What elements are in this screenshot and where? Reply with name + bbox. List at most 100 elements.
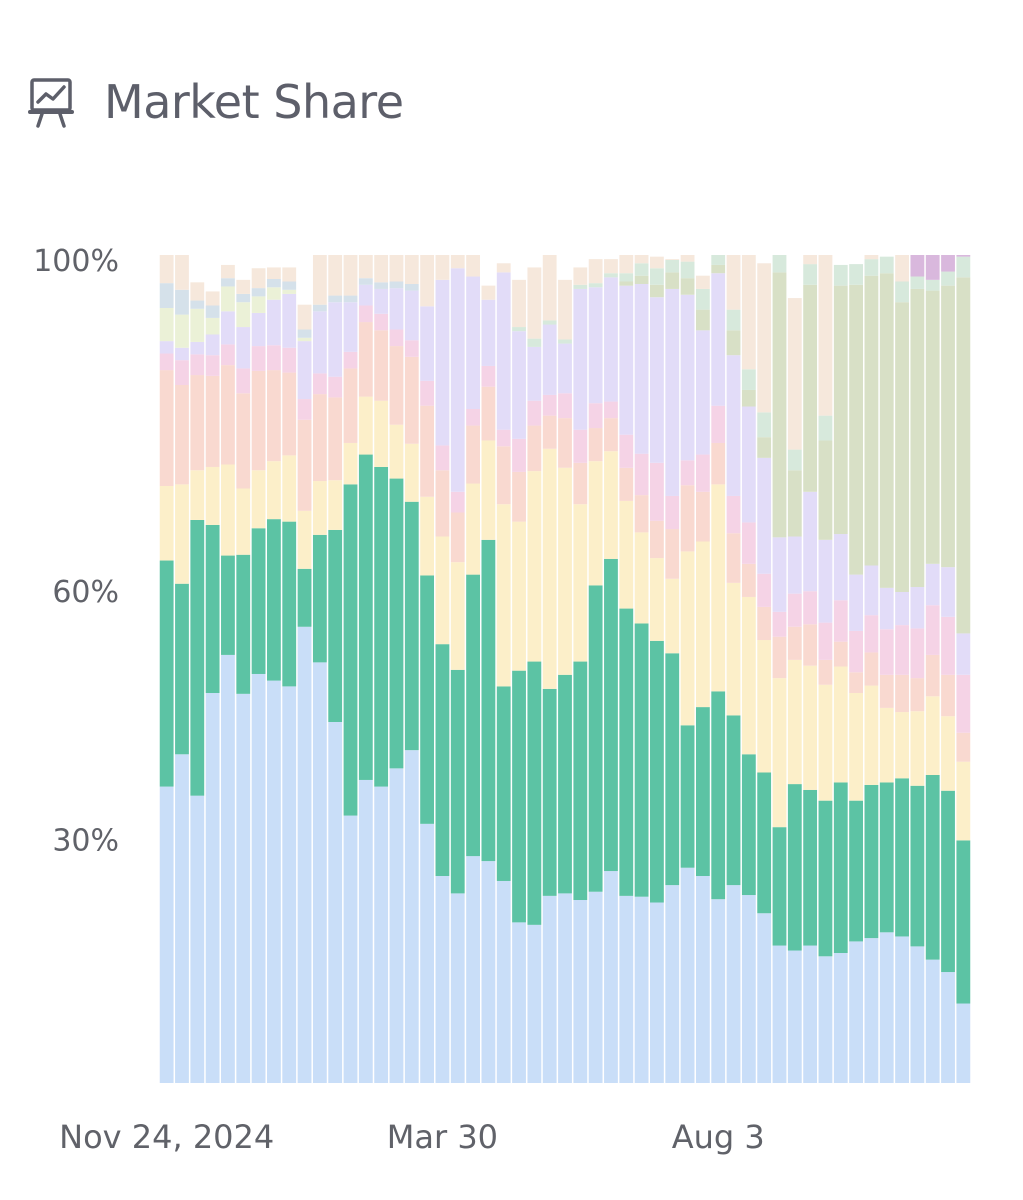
bar-segment xyxy=(864,652,879,686)
bar-segment xyxy=(343,302,358,352)
bar-segment xyxy=(604,418,618,452)
bar-segment xyxy=(910,288,925,588)
bar-segment xyxy=(450,893,465,1083)
bar-segment xyxy=(328,529,343,722)
bar-segment xyxy=(466,425,480,484)
bar-segment xyxy=(803,789,818,946)
bar-segment xyxy=(925,255,940,280)
bar-segment xyxy=(818,622,833,660)
bar-segment xyxy=(803,284,818,492)
bar-segment xyxy=(619,467,634,501)
bar-segment xyxy=(297,568,312,627)
bar-segment xyxy=(374,786,389,1083)
bar-segment xyxy=(282,686,297,1083)
bar-segment xyxy=(542,895,557,1083)
bar-segment xyxy=(757,457,772,574)
bar-segment xyxy=(404,255,419,284)
bar-segment xyxy=(619,255,634,274)
bar-segment xyxy=(175,484,189,584)
bar-segment xyxy=(803,624,818,666)
bar-segment xyxy=(159,370,174,487)
bar-segment xyxy=(466,483,480,575)
bar-segment xyxy=(803,255,818,265)
bar-segment xyxy=(466,255,480,277)
bar-segment xyxy=(941,285,955,568)
bar-segment xyxy=(895,778,909,937)
bar-segment xyxy=(849,264,863,285)
bar-segment xyxy=(711,255,726,265)
bar-segment xyxy=(374,466,389,787)
bar-segment xyxy=(374,330,389,401)
bar-segment xyxy=(803,591,818,625)
bar-segment xyxy=(236,693,251,1083)
bar-segment xyxy=(159,486,174,561)
bar-segment xyxy=(205,355,220,376)
y-tick-label: 30% xyxy=(52,824,119,859)
bar-segment xyxy=(941,716,955,791)
bar-segment xyxy=(573,504,588,662)
bar-segment xyxy=(312,255,327,305)
bar-segment xyxy=(726,330,741,356)
y-tick-label: 100% xyxy=(33,244,119,279)
bar-segment xyxy=(741,522,756,564)
bar-segment xyxy=(527,661,542,925)
bar-segment xyxy=(328,397,343,481)
bar-segment xyxy=(312,373,327,395)
bar-segment xyxy=(588,428,603,462)
bar-segment xyxy=(496,272,511,430)
bar-segment xyxy=(956,277,971,634)
bar-segment xyxy=(542,688,557,896)
bar-segment xyxy=(634,532,649,624)
bar-segment xyxy=(650,297,664,463)
bar-segment xyxy=(221,344,235,366)
bar-segment xyxy=(726,885,741,1083)
bar-segment xyxy=(450,669,465,894)
bar-segment xyxy=(741,406,756,523)
bar-segment xyxy=(726,309,741,331)
bar-segment xyxy=(175,385,189,485)
bar-segment xyxy=(175,289,189,315)
bar-segment xyxy=(956,1003,971,1083)
bar-segment xyxy=(619,273,634,282)
bar-segment xyxy=(236,293,251,303)
bar-segment xyxy=(787,659,802,785)
bar-segment xyxy=(787,593,802,627)
bar-segment xyxy=(312,481,327,535)
bar-segment xyxy=(343,295,358,303)
bar-segment xyxy=(695,454,710,492)
bar-segment xyxy=(175,754,189,1083)
bar-segment xyxy=(389,255,404,282)
bar-segment xyxy=(481,365,496,387)
bar-segment xyxy=(818,440,833,540)
bar-segment xyxy=(588,259,603,284)
bar-segment xyxy=(420,306,435,381)
bar-segment xyxy=(941,616,955,675)
bar-segment xyxy=(389,329,404,347)
bar-segment xyxy=(190,470,205,520)
bar-segment xyxy=(833,600,848,642)
bar-segment xyxy=(312,662,327,1083)
bar-segment xyxy=(910,587,925,629)
bar-segment xyxy=(312,304,327,312)
bar-segment xyxy=(895,302,909,592)
bar-segment xyxy=(849,693,863,801)
bar-segment xyxy=(420,823,435,1083)
bar-segment xyxy=(879,587,894,630)
bar-segment xyxy=(711,691,726,900)
bar-segment xyxy=(650,520,664,559)
bar-segment xyxy=(741,563,756,597)
bar-segment xyxy=(221,278,235,287)
bar-segment xyxy=(512,438,526,472)
bar-segment xyxy=(496,446,511,505)
bar-segment xyxy=(619,500,634,609)
bar-segment xyxy=(267,299,281,346)
bar-segment xyxy=(818,255,833,416)
bar-segment xyxy=(297,329,312,338)
bar-segment xyxy=(573,661,588,901)
bar-segment xyxy=(634,896,649,1083)
bar-segment xyxy=(374,282,389,289)
bar-segment xyxy=(175,255,189,290)
bar-segment xyxy=(420,380,435,406)
bar-segment xyxy=(404,443,419,502)
bar-segment xyxy=(956,256,971,278)
